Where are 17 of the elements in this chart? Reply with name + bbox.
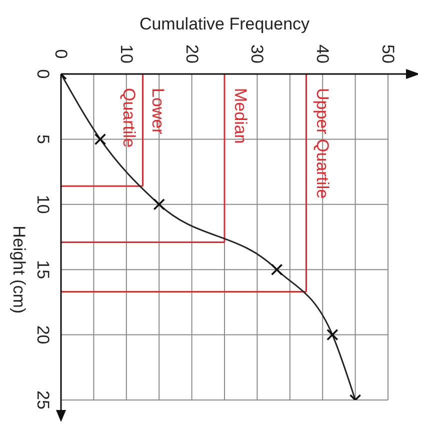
y-tick-label: 10 (34, 194, 52, 214)
y-tick-label: 0 (34, 69, 52, 79)
y-tick-label: 25 (34, 390, 52, 410)
x-tick-label: 40 (313, 44, 332, 64)
x-axis-title: Cumulative Frequency (139, 14, 310, 34)
y-tick-label: 5 (34, 134, 52, 144)
x-tick-label: 0 (52, 49, 70, 59)
ref-line-label: Lower Quartile (119, 88, 168, 148)
ref-line-label: Upper Quartile (312, 88, 332, 199)
y-tick-label: 20 (34, 325, 52, 344)
ref-line-label: Median (231, 88, 250, 144)
x-tick-label: 30 (248, 44, 267, 64)
y-axis-title: Height (cm) (10, 226, 28, 314)
x-tick-label: 50 (378, 44, 398, 64)
y-tick-label: 15 (34, 260, 52, 280)
x-tick-label: 20 (182, 44, 202, 64)
x-tick-label: 10 (116, 44, 136, 64)
